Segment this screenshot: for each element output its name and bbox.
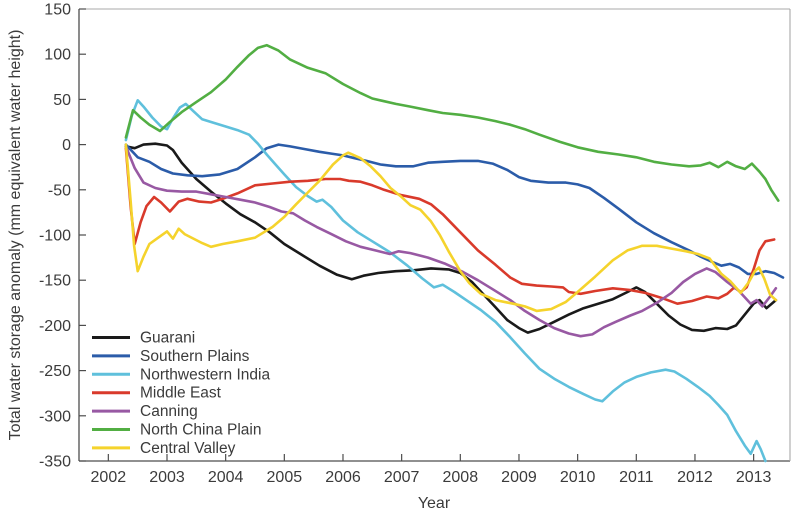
x-tick-label: 2005 (267, 469, 303, 486)
y-tick-label: 0 (62, 137, 71, 154)
x-tick-label: 2006 (325, 469, 361, 486)
x-tick-label: 2007 (384, 469, 420, 486)
series-lines (124, 43, 785, 463)
y-tick-label: -150 (39, 273, 71, 290)
x-tick-label: 2011 (619, 469, 654, 486)
y-axis-title: Total water storage anomaly (mm equivale… (7, 30, 24, 441)
legend-label-middle-east: Middle East (140, 385, 222, 402)
series-line-north-china-plain (124, 43, 780, 202)
legend-label-southern-plains: Southern Plains (140, 348, 250, 365)
y-tick-label: -100 (39, 228, 71, 245)
y-tick-label: 150 (44, 2, 71, 19)
legend-label-guarani: Guarani (140, 330, 195, 347)
legend-label-northwestern-india: Northwestern India (140, 366, 270, 383)
y-tick-label: -300 (39, 408, 71, 425)
x-tick-label: 2013 (736, 469, 772, 486)
y-tick-label: -250 (39, 363, 71, 380)
x-tick-label: 2004 (208, 469, 244, 486)
series-line-northwestern-india (124, 99, 767, 463)
y-tick-label: 100 (44, 47, 71, 64)
series-line-canning (124, 145, 778, 338)
x-tick-label: 2009 (501, 469, 537, 486)
legend-label-north-china-plain: North China Plain (140, 422, 261, 439)
x-tick-label: 2010 (560, 469, 596, 486)
y-axis-ticks: 150 100 50 0 -50 -100 -150 -200 -250 -300 -350 (39, 2, 86, 471)
legend-label-central-valley: Central Valley (140, 440, 236, 457)
series-line-central-valley (124, 143, 778, 313)
x-axis-ticks: 2002 2003 2004 2005 2006 2007 2008 2009 2010 2011… (91, 454, 772, 486)
series-line-middle-east (124, 146, 776, 306)
y-tick-label: -350 (39, 454, 71, 471)
x-tick-label: 2003 (149, 469, 185, 486)
x-axis-title: Year (418, 495, 451, 512)
x-tick-label: 2008 (443, 469, 479, 486)
legend-label-canning: Canning (140, 403, 198, 420)
y-tick-label: 50 (53, 92, 71, 109)
y-tick-label: -200 (39, 318, 71, 335)
x-tick-label: 2002 (91, 469, 127, 486)
x-tick-label: 2012 (677, 469, 713, 486)
y-tick-label: -50 (48, 182, 71, 199)
